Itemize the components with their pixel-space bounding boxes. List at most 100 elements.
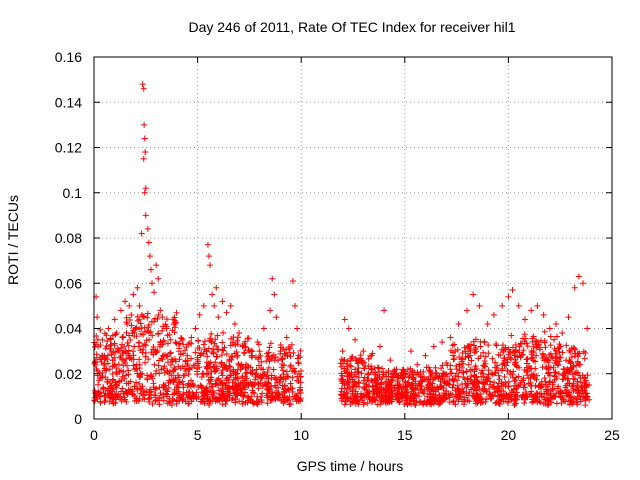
data-point	[493, 342, 500, 349]
data-point	[153, 262, 160, 269]
data-point	[459, 398, 466, 405]
data-point	[138, 230, 145, 237]
data-point	[275, 390, 282, 397]
data-point	[547, 342, 554, 349]
data-point	[269, 389, 276, 396]
data-point	[139, 313, 146, 320]
data-point	[109, 395, 116, 402]
data-point	[212, 398, 219, 405]
data-point	[184, 382, 191, 389]
data-point	[539, 350, 546, 357]
data-point	[176, 394, 183, 401]
data-point	[571, 376, 578, 383]
data-point	[571, 284, 578, 291]
data-point	[568, 397, 575, 404]
data-point	[260, 325, 267, 332]
data-point	[452, 348, 459, 355]
data-point	[581, 375, 588, 382]
data-point	[557, 394, 564, 401]
data-point	[101, 392, 108, 399]
data-point	[418, 386, 425, 393]
data-point	[354, 391, 361, 398]
data-point	[470, 381, 477, 388]
data-point	[110, 399, 117, 406]
data-point	[458, 381, 465, 388]
data-point	[440, 370, 447, 377]
data-point	[556, 354, 563, 361]
data-point	[567, 358, 574, 365]
data-point	[96, 369, 103, 376]
data-point	[134, 313, 141, 320]
data-point	[455, 320, 462, 327]
data-point	[357, 355, 364, 362]
data-point	[196, 364, 203, 371]
data-point	[226, 383, 233, 390]
data-point	[145, 356, 152, 363]
data-point	[110, 348, 117, 355]
data-point	[341, 365, 348, 372]
grid-layer	[94, 57, 612, 419]
data-point	[166, 370, 173, 377]
data-point	[155, 311, 162, 318]
data-point	[199, 370, 206, 377]
data-point	[472, 363, 479, 370]
data-point	[561, 369, 568, 376]
data-point	[213, 377, 220, 384]
data-point	[179, 396, 186, 403]
data-point	[527, 382, 534, 389]
data-point	[521, 400, 528, 407]
data-point	[213, 353, 220, 360]
data-point	[286, 401, 293, 408]
data-point	[447, 334, 454, 341]
data-point	[207, 365, 214, 372]
data-point	[196, 344, 203, 351]
data-point	[147, 266, 154, 273]
data-point	[491, 370, 498, 377]
data-point	[155, 362, 162, 369]
data-point	[269, 275, 276, 282]
data-point	[557, 388, 564, 395]
data-point	[346, 362, 353, 369]
data-point	[95, 390, 102, 397]
data-point	[137, 385, 144, 392]
data-point	[141, 189, 148, 196]
data-point	[223, 396, 230, 403]
data-point	[401, 368, 408, 375]
data-point	[282, 374, 289, 381]
data-point	[94, 336, 101, 343]
data-point	[287, 363, 294, 370]
data-point	[376, 394, 383, 401]
data-point	[104, 338, 111, 345]
data-point	[131, 343, 138, 350]
data-point	[451, 341, 458, 348]
data-point	[91, 360, 98, 367]
data-point	[293, 392, 300, 399]
data-point	[462, 354, 469, 361]
data-point	[199, 384, 206, 391]
data-point	[245, 364, 252, 371]
data-point	[219, 339, 226, 346]
data-point	[365, 377, 372, 384]
data-point	[142, 342, 149, 349]
data-point	[167, 349, 174, 356]
data-point	[342, 395, 349, 402]
data-point	[126, 352, 133, 359]
data-point	[141, 388, 148, 395]
data-point	[416, 399, 423, 406]
data-point	[412, 402, 419, 409]
data-point	[126, 317, 133, 324]
data-point	[380, 371, 387, 378]
data-point	[574, 382, 581, 389]
data-point	[218, 352, 225, 359]
data-point	[195, 394, 202, 401]
data-point	[103, 343, 110, 350]
data-point	[212, 380, 219, 387]
data-point	[382, 380, 389, 387]
data-point	[157, 307, 164, 314]
data-point	[507, 396, 514, 403]
data-point	[184, 352, 191, 359]
data-point	[418, 383, 425, 390]
data-point	[490, 384, 497, 391]
data-point	[572, 370, 579, 377]
data-point	[141, 328, 148, 335]
